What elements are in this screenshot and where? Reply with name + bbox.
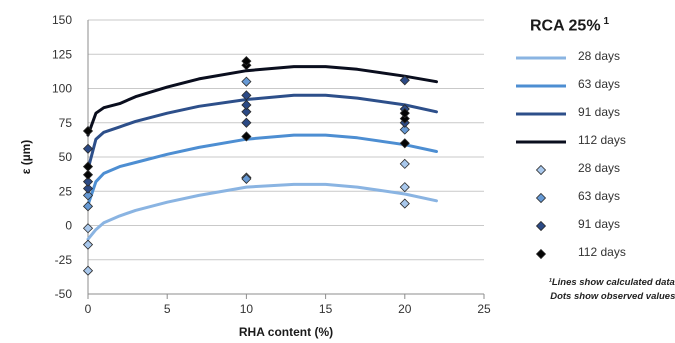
x-tick-label: 5 <box>164 302 171 316</box>
legend-label: 112 days <box>578 133 626 147</box>
legend-item-line-91-days: 91 days <box>510 104 670 124</box>
legend-item-point-63-days: 63 days <box>510 188 670 208</box>
y-tick-label: 75 <box>59 116 73 130</box>
x-tick-label: 0 <box>85 302 92 316</box>
legend-diamond-swatch <box>535 192 547 204</box>
legend-title: RCA 25% 1 <box>530 16 609 35</box>
legend-label: 112 days <box>578 245 626 259</box>
legend-label: 91 days <box>578 105 621 119</box>
point-91-days <box>82 183 94 194</box>
point-63-days <box>82 201 94 212</box>
footnote-line-2: Dots show observed values. <box>550 291 675 302</box>
legend-label: 28 days <box>578 161 621 175</box>
legend-diamond-swatch <box>535 164 547 176</box>
line-63-days <box>86 133 438 207</box>
y-tick-label: 50 <box>59 150 73 164</box>
point-112-days <box>82 169 94 180</box>
point-91-days <box>82 143 94 154</box>
point-28-days <box>82 239 94 250</box>
point-63-days <box>241 76 252 87</box>
gridlines <box>88 19 484 295</box>
x-axis-title: RHA content (%) <box>239 325 333 339</box>
legend-item-line-28-days: 28 days <box>510 48 670 68</box>
point-91-days <box>241 90 252 101</box>
y-axis-title: ε (µm) <box>19 140 33 175</box>
legend-label: 63 days <box>578 189 621 203</box>
legend-title-footnote-mark: 1 <box>603 16 610 27</box>
x-tick-label: 15 <box>319 302 333 316</box>
legend-item-point-112-days: 112 days <box>510 244 670 264</box>
point-91-days <box>241 99 252 111</box>
legend-item-line-63-days: 63 days <box>510 76 670 96</box>
point-112-days <box>82 161 94 172</box>
observed-points <box>82 56 410 276</box>
x-tick-labels: 0 5 10 15 20 25 <box>85 302 491 316</box>
legend-item-point-28-days: 28 days <box>510 160 670 180</box>
line-91-days <box>86 93 438 171</box>
point-91-days <box>241 117 252 128</box>
legend-line-swatch <box>516 140 566 144</box>
point-91-days <box>399 75 410 86</box>
point-112-days <box>399 113 410 124</box>
legend-diamond-swatch <box>535 220 547 232</box>
chart: -50 -25 0 25 50 75 100 125 150 0 5 10 15 20 25 ε (µm)… <box>19 13 491 339</box>
point-91-days <box>82 176 94 187</box>
point-112-days <box>399 138 410 149</box>
line-28-days <box>86 182 438 241</box>
point-91-days <box>241 106 252 117</box>
point-28-days <box>399 198 410 209</box>
x-tick-label: 10 <box>240 302 254 316</box>
y-tick-labels: -50 -25 0 25 50 75 100 125 150 <box>52 13 72 301</box>
calculated-lines <box>86 65 438 241</box>
point-63-days <box>82 190 94 201</box>
legend-line-swatch <box>516 84 566 88</box>
legend-label: 28 days <box>578 49 621 63</box>
y-tick-label: -25 <box>55 253 73 267</box>
y-tick-label: 0 <box>65 219 72 233</box>
y-tick-label: 100 <box>52 82 72 96</box>
legend-label: 91 days <box>578 217 621 231</box>
legend-label: 63 days <box>578 77 621 91</box>
point-63-days <box>241 173 252 184</box>
legend-item-point-91-days: 91 days <box>510 216 670 236</box>
y-tick-label: -50 <box>55 287 73 301</box>
y-tick-label: 125 <box>52 47 72 61</box>
point-112-days <box>241 131 252 142</box>
legend-item-line-112-days: 112 days <box>510 132 670 152</box>
footnote: ¹Lines show calculated data; Dots show o… <box>508 276 675 304</box>
y-tick-label: 150 <box>52 13 72 27</box>
legend-diamond-swatch <box>535 248 547 260</box>
point-28-days <box>82 223 94 234</box>
line-112-days <box>86 65 438 137</box>
point-28-days <box>82 265 94 276</box>
footnote-line-1: ¹Lines show calculated data; <box>548 277 675 288</box>
point-28-days <box>399 182 410 193</box>
x-tick-label: 25 <box>477 302 491 316</box>
legend-line-swatch <box>516 112 566 116</box>
point-112-days <box>241 56 252 67</box>
legend-line-swatch <box>516 56 566 60</box>
y-tick-label: 25 <box>59 184 73 198</box>
point-63-days <box>399 124 410 135</box>
point-28-days <box>399 158 410 169</box>
point-112-days <box>82 125 94 137</box>
x-tick-label: 20 <box>398 302 412 316</box>
point-112-days <box>399 108 410 119</box>
legend-title-text: RCA 25% <box>530 17 601 35</box>
